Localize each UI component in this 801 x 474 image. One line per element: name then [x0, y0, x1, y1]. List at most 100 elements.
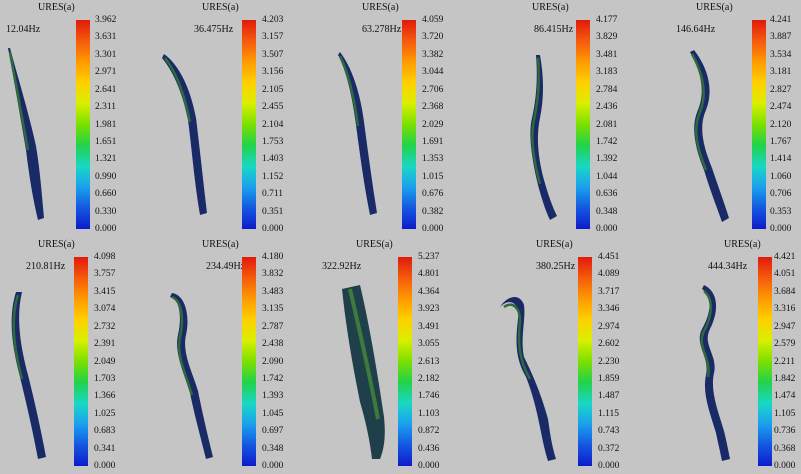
scale-ticks: 4.451 4.089 3.717 3.346 2.974 2.602 2.23…	[598, 252, 642, 471]
tick-label: 0.000	[422, 224, 444, 234]
tick-label: 2.230	[598, 356, 620, 367]
ures-label: URES(a)	[536, 239, 573, 250]
scale-ticks: 4.059 3.720 3.382 3.044 2.706 2.368 2.02…	[422, 15, 466, 234]
ures-label: URES(a)	[724, 239, 761, 250]
tick-label: 0.353	[770, 206, 792, 217]
frequency-label: 380.25Hz	[536, 261, 576, 272]
ures-label: URES(a)	[38, 239, 75, 250]
mode-panel-4: URES(a) 86.415Hz 4.177 3.829 3.481 3.183…	[480, 0, 640, 237]
tick-label: 1.842	[774, 373, 796, 384]
tick-label: 2.971	[95, 67, 117, 78]
tick-label: 0.000	[774, 461, 796, 471]
tick-label: 1.103	[418, 408, 440, 419]
tick-label: 0.711	[262, 189, 284, 200]
tick-label: 1.152	[262, 171, 284, 182]
ures-label: URES(a)	[696, 2, 733, 13]
tick-label: 0.000	[262, 224, 284, 234]
mode-panel-2: URES(a) 36.475Hz 4.203 3.157 3.507 3.156…	[160, 0, 320, 237]
tick-label: 1.742	[596, 136, 618, 147]
ures-label: URES(a)	[38, 2, 75, 13]
tick-label: 3.757	[94, 269, 116, 280]
tick-label: 0.736	[774, 426, 796, 437]
tick-label: 1.044	[596, 171, 618, 182]
color-scale-bar	[576, 20, 590, 229]
tick-label: 3.717	[598, 286, 620, 297]
tick-label: 3.923	[418, 304, 440, 315]
tick-label: 0.000	[95, 224, 117, 234]
tick-label: 1.767	[770, 136, 792, 147]
tick-label: 0.348	[262, 443, 284, 454]
tick-label: 2.784	[596, 84, 618, 95]
tick-label: 2.947	[774, 321, 796, 332]
tick-label: 2.049	[94, 356, 116, 367]
tick-label: 3.382	[422, 49, 444, 60]
scale-ticks: 4.203 3.157 3.507 3.156 2.105 2.455 2.10…	[262, 15, 306, 234]
tick-label: 0.330	[95, 206, 117, 217]
tick-label: 1.105	[774, 408, 796, 419]
tick-label: 0.348	[596, 206, 618, 217]
tick-label: 4.098	[94, 252, 116, 262]
tick-label: 0.368	[774, 443, 796, 454]
tick-label: 1.746	[418, 391, 440, 402]
tick-label: 5.237	[418, 252, 440, 262]
color-scale-bar	[758, 257, 772, 466]
mode-shape-10	[699, 285, 730, 461]
tick-label: 1.045	[262, 408, 284, 419]
color-scale-bar	[578, 257, 592, 466]
tick-label: 2.311	[95, 102, 117, 113]
tick-label: 0.351	[262, 206, 284, 217]
tick-label: 4.059	[422, 15, 444, 25]
frequency-label: 210.81Hz	[26, 261, 66, 272]
tick-label: 3.832	[262, 269, 284, 280]
frequency-label: 63.278Hz	[362, 24, 402, 35]
tick-label: 1.651	[95, 136, 117, 147]
scale-ticks: 3.962 3.631 3.301 2.971 2.641 2.311 1.98…	[95, 15, 139, 234]
frequency-label: 36.475Hz	[194, 24, 234, 35]
mode-shape-5	[690, 50, 729, 222]
tick-label: 4.180	[262, 252, 284, 262]
tick-label: 0.743	[598, 426, 620, 437]
tick-label: 1.474	[774, 391, 796, 402]
tick-label: 2.579	[774, 339, 796, 350]
mode-shape-7	[170, 293, 213, 459]
tick-label: 2.182	[418, 373, 440, 384]
tick-label: 2.787	[262, 321, 284, 332]
tick-label: 1.703	[94, 373, 116, 384]
tick-label: 3.183	[596, 67, 618, 78]
tick-label: 1.115	[598, 408, 620, 419]
mode-shape-8	[342, 285, 385, 459]
tick-label: 2.081	[596, 119, 618, 130]
tick-label: 2.391	[94, 339, 116, 350]
mode-panel-3: URES(a) 63.278Hz 4.059 3.720 3.382 3.044…	[320, 0, 480, 237]
tick-label: 2.455	[262, 102, 284, 113]
tick-label: 3.055	[418, 339, 440, 350]
tick-label: 0.676	[422, 189, 444, 200]
mode-panel-10: URES(a) 444.34Hz 4.421 4.051 3.684 3.316…	[640, 237, 800, 474]
tick-label: 1.393	[262, 391, 284, 402]
tick-label: 0.000	[598, 461, 620, 471]
color-scale-bar	[242, 20, 256, 229]
color-scale-bar	[752, 20, 766, 229]
mode-panel-1: URES(a) 12.04Hz 3.962 3.631 3.301 2.971 …	[0, 0, 160, 237]
tick-label: 2.613	[418, 356, 440, 367]
tick-label: 2.732	[94, 321, 116, 332]
scale-ticks: 4.241 3.887 3.534 3.181 2.827 2.474 2.12…	[770, 15, 801, 234]
tick-label: 3.507	[262, 49, 284, 60]
frequency-label: 86.415Hz	[534, 24, 574, 35]
tick-label: 2.474	[770, 102, 792, 113]
tick-label: 3.074	[94, 304, 116, 315]
color-scale-bar	[242, 257, 256, 466]
tick-label: 2.641	[95, 84, 117, 95]
ures-label: URES(a)	[362, 2, 399, 13]
tick-label: 2.436	[596, 102, 618, 113]
scale-ticks: 4.421 4.051 3.684 3.316 2.947 2.579 2.21…	[774, 252, 801, 471]
mode-shape-6	[11, 292, 46, 459]
tick-label: 1.403	[262, 154, 284, 165]
tick-label: 4.051	[774, 269, 796, 280]
tick-label: 3.481	[596, 49, 618, 60]
tick-label: 2.211	[774, 356, 796, 367]
tick-label: 3.135	[262, 304, 284, 315]
tick-label: 2.368	[422, 102, 444, 113]
tick-label: 0.636	[596, 189, 618, 200]
